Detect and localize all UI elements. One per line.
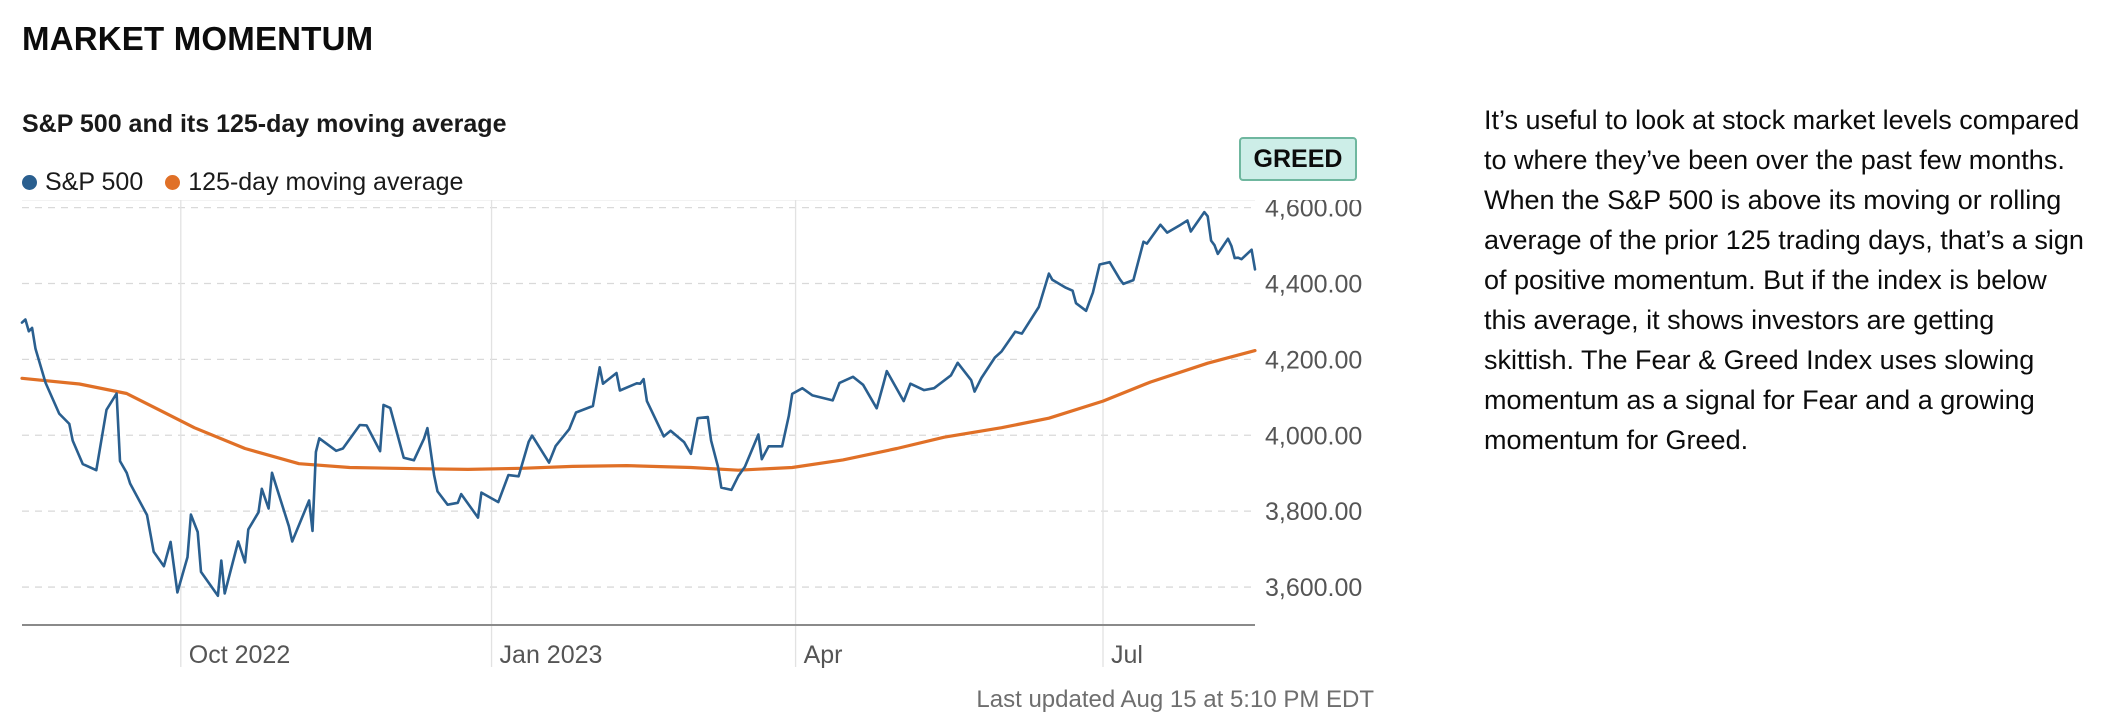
legend-item-moving-average[interactable]: 125-day moving average	[165, 168, 463, 197]
section-title: MARKET MOMENTUM	[22, 20, 374, 57]
x-tick-label: Jul	[1111, 641, 1143, 669]
legend-item-sp500[interactable]: S&P 500	[22, 168, 143, 197]
y-tick-label: 4,200.00	[1265, 346, 1362, 374]
x-tick-label: Jan 2023	[500, 641, 603, 669]
chart-description: It’s useful to look at stock market leve…	[1484, 105, 2084, 455]
legend-swatch-moving-average	[165, 175, 181, 190]
greed-badge: GREED	[1239, 137, 1357, 181]
legend-label-sp500: S&P 500	[45, 168, 144, 196]
moving-average-line	[20, 349, 1257, 472]
sp500-line	[20, 210, 1257, 598]
y-tick-label: 3,600.00	[1265, 574, 1362, 602]
x-tick-label: Apr	[804, 641, 843, 669]
chart-title: S&P 500 and its 125-day moving average	[22, 110, 507, 138]
legend-label-moving-average: 125-day moving average	[188, 168, 464, 196]
last-updated: Last updated Aug 15 at 5:10 PM EDT	[976, 686, 1374, 713]
y-tick-label: 4,400.00	[1265, 270, 1362, 298]
chart-legend: S&P 500 125-day moving average	[22, 168, 463, 197]
legend-swatch-sp500	[22, 175, 37, 190]
y-tick-label: 4,000.00	[1265, 422, 1362, 450]
x-tick-label: Oct 2022	[189, 641, 290, 669]
y-tick-label: 3,800.00	[1265, 498, 1362, 526]
momentum-chart: 3,600.00 3,800.00 4,000.00 4,200.00 4,400.00…	[20, 200, 1362, 669]
y-tick-label: 4,600.00	[1265, 200, 1362, 223]
